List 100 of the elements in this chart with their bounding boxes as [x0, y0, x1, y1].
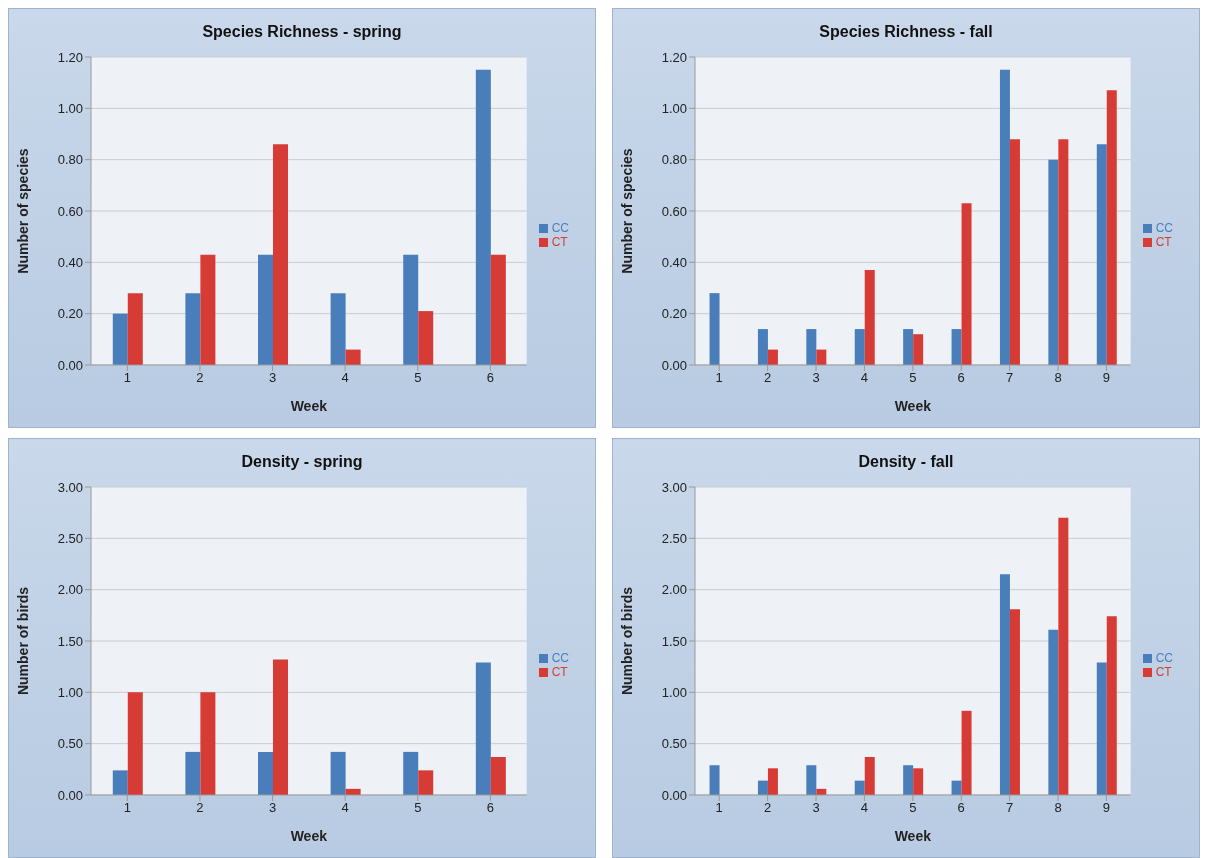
bar	[757, 329, 768, 365]
chart-title: Density - fall	[857, 452, 955, 472]
bar	[961, 710, 972, 795]
bar	[330, 293, 346, 365]
bar	[490, 254, 506, 365]
x-tick-label: 8	[1054, 800, 1062, 816]
x-tick-label: 8	[1054, 370, 1062, 386]
bar	[258, 751, 273, 795]
chart-title: Species Richness - fall	[818, 22, 994, 42]
bar	[475, 662, 491, 795]
y-tick-label: 0.00	[661, 787, 687, 803]
bar	[1048, 159, 1059, 365]
bar	[127, 293, 143, 365]
legend-label: CT	[551, 235, 568, 249]
y-tick-label: 0.20	[57, 306, 83, 322]
x-tick-label: 5	[909, 800, 917, 816]
legend-label: CC	[551, 221, 569, 235]
y-tick-label: 0.00	[661, 357, 687, 373]
bar	[757, 780, 768, 795]
bar	[185, 751, 201, 795]
x-tick-label: 4	[860, 370, 869, 386]
x-tick-label: 9	[1102, 370, 1111, 386]
x-axis-title: Week	[290, 398, 328, 414]
bar	[854, 329, 865, 365]
bar	[854, 780, 865, 795]
bar	[951, 329, 962, 365]
bar	[1058, 139, 1069, 365]
y-tick-label: 1.00	[57, 100, 83, 116]
y-axis-title: Number of species	[618, 148, 635, 274]
y-tick-label: 2.00	[661, 582, 687, 598]
y-tick-label: 0.80	[661, 152, 687, 168]
x-tick-label: 9	[1102, 800, 1111, 816]
x-tick-label: 2	[196, 800, 204, 816]
bar	[816, 349, 827, 365]
x-tick-label: 5	[414, 800, 422, 816]
chart-title: Density - spring	[240, 452, 364, 472]
y-tick-label: 0.00	[57, 787, 83, 803]
x-axis-title: Week	[290, 828, 328, 844]
x-tick-label: 6	[486, 800, 494, 816]
x-tick-label: 3	[812, 800, 820, 816]
bar	[200, 692, 216, 795]
x-tick-label: 2	[763, 800, 772, 816]
bar	[112, 770, 128, 795]
y-tick-label: 2.00	[57, 582, 83, 598]
x-tick-label: 2	[196, 370, 204, 386]
x-tick-label: 5	[414, 370, 422, 386]
x-axis-title: Week	[894, 398, 932, 414]
x-tick-label: 7	[1006, 800, 1014, 816]
bar	[273, 144, 288, 365]
bar	[403, 751, 419, 795]
bar	[1048, 629, 1059, 795]
bar	[330, 751, 346, 795]
bar	[767, 349, 778, 365]
legend-label: CC	[1155, 651, 1173, 665]
y-tick-label: 0.60	[57, 203, 83, 219]
x-tick-label: 1	[123, 800, 131, 816]
legend-label: CT	[1155, 235, 1172, 249]
bar	[475, 69, 491, 365]
legend-label: CC	[551, 651, 569, 665]
y-tick-label: 0.50	[57, 736, 83, 752]
y-axis-title: Number of species	[14, 148, 31, 274]
y-tick-label: 2.50	[57, 530, 83, 546]
y-tick-label: 0.40	[57, 254, 83, 270]
bar	[490, 757, 506, 795]
bar	[1009, 139, 1020, 365]
bar	[273, 659, 288, 795]
bar	[1106, 616, 1117, 795]
x-tick-label: 4	[860, 800, 869, 816]
y-axis-title: Number of birds	[618, 586, 635, 696]
bar	[913, 768, 924, 795]
x-tick-label: 6	[486, 370, 494, 386]
y-tick-label: 0.80	[57, 152, 83, 168]
bar	[903, 329, 914, 365]
bar	[200, 254, 216, 365]
y-tick-label: 0.60	[661, 203, 687, 219]
x-tick-label: 3	[268, 800, 277, 816]
bar	[1106, 90, 1117, 365]
y-tick-label: 1.50	[661, 633, 687, 649]
bar	[864, 270, 875, 365]
x-tick-label: 3	[268, 370, 277, 386]
chart-title: Species Richness - spring	[201, 22, 403, 42]
bar	[806, 765, 817, 795]
y-tick-label: 1.20	[57, 49, 83, 65]
bar	[709, 293, 720, 365]
y-tick-label: 1.20	[661, 49, 687, 65]
y-axis-title: Number of birds	[14, 586, 31, 696]
bar	[345, 349, 361, 365]
x-tick-label: 6	[957, 800, 965, 816]
bar	[1058, 517, 1069, 795]
x-tick-label: 4	[341, 370, 349, 386]
y-tick-label: 0.40	[661, 254, 687, 270]
y-tick-label: 3.00	[661, 479, 687, 495]
x-tick-label: 6	[957, 370, 965, 386]
bar	[403, 254, 419, 365]
x-tick-label: 4	[341, 800, 349, 816]
y-tick-label: 1.50	[57, 633, 83, 649]
bar	[913, 334, 924, 365]
y-tick-label: 1.00	[57, 684, 83, 700]
bar	[767, 768, 778, 795]
bar	[127, 692, 143, 795]
